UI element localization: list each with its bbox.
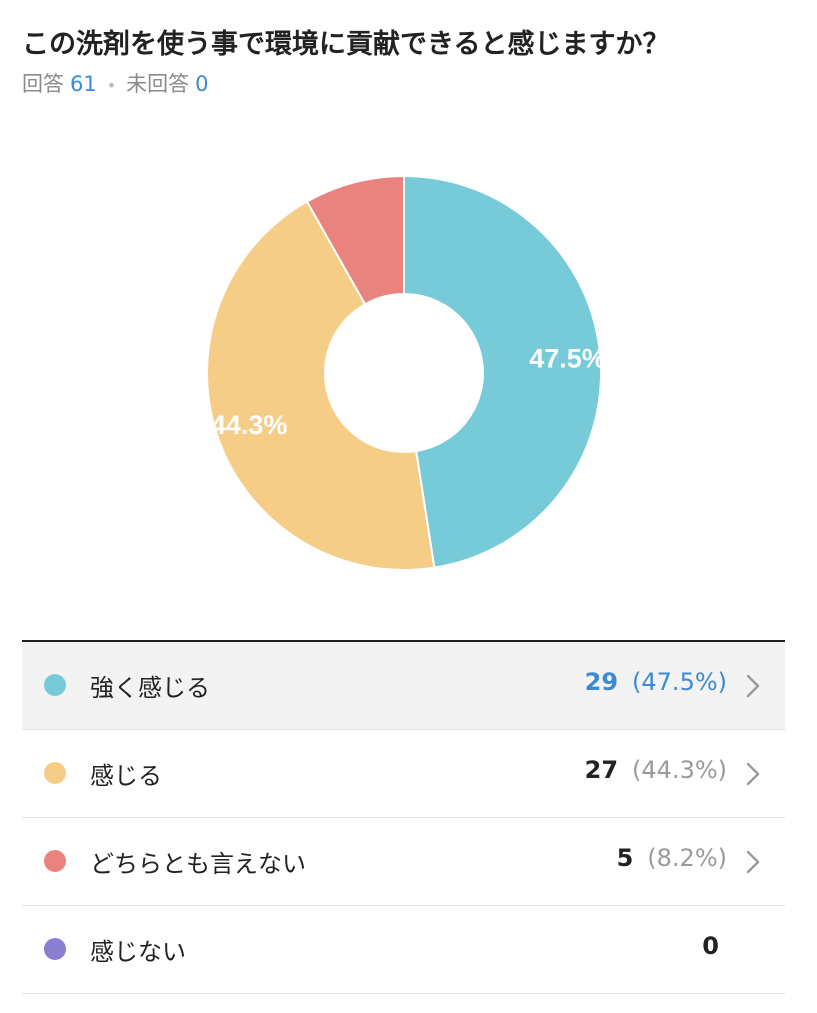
answer-count: 29 xyxy=(584,668,619,696)
slice-percent-label: 47.5% xyxy=(529,343,606,373)
response-summary: 回答 61 • 未回答 0 xyxy=(22,68,209,98)
answer-count: 0 xyxy=(702,932,719,960)
answer-percent: (8.2%) xyxy=(647,844,727,872)
answer-label: 感じない xyxy=(90,938,186,966)
answered-label: 回答 xyxy=(22,72,64,96)
answer-row[interactable]: 感じる 27 (44.3%) xyxy=(22,730,785,818)
donut-slice xyxy=(305,174,405,306)
answer-row: 感じない 0 xyxy=(22,906,785,994)
answer-label: 強く感じる xyxy=(90,674,210,702)
color-dot xyxy=(44,762,66,784)
chevron-right-icon xyxy=(746,674,760,698)
answer-stats: 5 (8.2%) xyxy=(617,844,727,872)
answer-count: 27 xyxy=(584,756,619,784)
answer-list: 強く感じる 29 (47.5%) 感じる 27 (44.3%) どちらとも言えない … xyxy=(22,640,785,994)
answer-count: 5 xyxy=(616,844,634,872)
chevron-right-icon xyxy=(746,762,760,786)
color-dot xyxy=(44,674,66,696)
answer-percent: (44.3%) xyxy=(632,756,727,784)
chevron-right-icon xyxy=(746,850,760,874)
unanswered-label: 未回答 xyxy=(126,72,190,96)
donut-chart: 47.5% 44.3% xyxy=(0,160,817,590)
answer-label: どちらとも言えない xyxy=(90,850,306,878)
unanswered-count: 0 xyxy=(195,72,209,96)
answer-stats: 29 (47.5%) xyxy=(585,668,727,696)
answer-stats: 0 xyxy=(702,932,719,960)
donut-chart-svg: 47.5% 44.3% xyxy=(206,174,606,571)
answered-count: 61 xyxy=(70,72,97,96)
answer-label: 感じる xyxy=(90,762,162,790)
question-title: この洗剤を使う事で環境に貢献できると感じますか？ xyxy=(22,29,670,60)
color-dot xyxy=(44,938,66,960)
answer-row[interactable]: どちらとも言えない 5 (8.2%) xyxy=(22,818,785,906)
slice-percent-label: 44.3% xyxy=(211,410,288,440)
answer-percent: (47.5%) xyxy=(632,668,727,696)
answer-stats: 27 (44.3%) xyxy=(585,756,727,784)
separator-dot: • xyxy=(106,75,117,95)
donut-slice xyxy=(403,174,602,569)
donut-slice xyxy=(206,200,436,571)
color-dot xyxy=(44,850,66,872)
answer-row[interactable]: 強く感じる 29 (47.5%) xyxy=(22,642,785,730)
